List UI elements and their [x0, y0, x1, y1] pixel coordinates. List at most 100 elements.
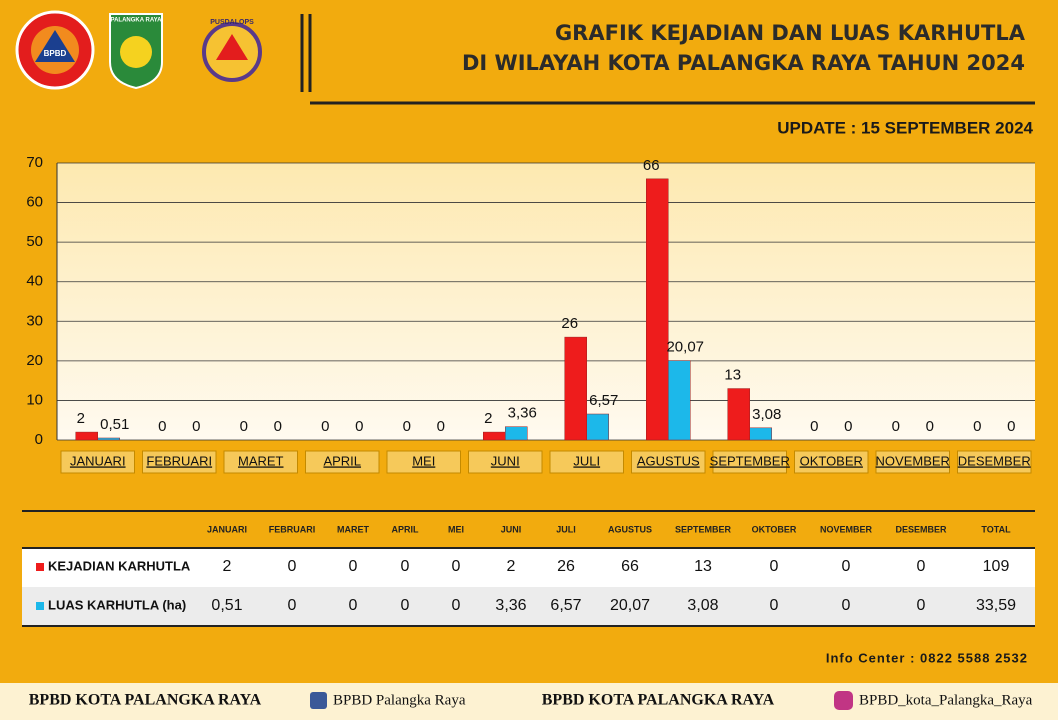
table-cell: 3,36 — [495, 597, 526, 614]
table-cell: 0 — [917, 558, 926, 575]
data-label: 0 — [810, 418, 818, 435]
instagram-icon — [834, 691, 853, 710]
data-label: 0 — [355, 418, 363, 435]
y-tick-label: 20 — [26, 352, 43, 369]
data-label: 0 — [158, 418, 166, 435]
x-tick-box — [631, 450, 706, 474]
logo-bpbd-triangle — [35, 30, 75, 62]
x-tick-label: NOVEMBER — [876, 453, 950, 468]
table-cell: 0 — [842, 558, 851, 575]
bar — [97, 437, 120, 441]
table-cell: 0 — [842, 597, 851, 614]
y-tick-label: 0 — [35, 431, 43, 448]
legend-swatch — [36, 563, 44, 571]
bar — [586, 413, 609, 441]
y-tick-label: 40 — [26, 273, 43, 290]
table-cell: 0 — [401, 558, 410, 575]
plot-area — [57, 163, 1035, 440]
x-tick-label: JUNI — [491, 453, 520, 468]
table-header: FEBRUARI — [269, 524, 316, 534]
data-label: 0 — [437, 418, 445, 435]
data-label: 0 — [1007, 418, 1015, 435]
y-tick-label: 60 — [26, 194, 43, 211]
table-cell: 0 — [401, 597, 410, 614]
data-label: 0 — [892, 418, 900, 435]
table-header: APRIL — [392, 524, 420, 534]
table-cell: 2 — [223, 558, 232, 575]
table-row — [22, 548, 1035, 587]
x-tick-label: AGUSTUS — [637, 453, 700, 468]
footer-org: BPBD KOTA PALANGKA RAYA — [542, 692, 775, 709]
x-tick-label: OKTOBER — [800, 453, 863, 468]
data-label: 3,36 — [508, 405, 537, 422]
data-label: 26 — [561, 315, 578, 332]
update-date: UPDATE : 15 SEPTEMBER 2024 — [777, 118, 1033, 137]
data-label: 0 — [240, 418, 248, 435]
table-header: DESEMBER — [895, 524, 947, 534]
logo-text: PUSDALOPS — [210, 19, 254, 26]
table-cell: 26 — [557, 558, 575, 575]
bar — [749, 427, 772, 441]
bar — [483, 431, 506, 441]
data-label: 0 — [403, 418, 411, 435]
x-tick-label: MEI — [412, 453, 435, 468]
bar — [564, 336, 587, 441]
table-cell: 0 — [770, 597, 779, 614]
data-label: 0,51 — [100, 416, 129, 433]
table-cell: 0 — [349, 597, 358, 614]
table-cell: 66 — [621, 558, 639, 575]
data-label: 66 — [643, 157, 660, 174]
y-tick-label: 50 — [26, 233, 43, 250]
logo-text: BPBD — [44, 49, 67, 58]
data-label: 2 — [484, 410, 492, 427]
table-cell: 6,57 — [550, 597, 581, 614]
table-cell: 0 — [452, 558, 461, 575]
x-tick-box — [957, 450, 1032, 474]
table-cell: 0 — [917, 597, 926, 614]
table-header: AGUSTUS — [608, 524, 652, 534]
x-tick-label: SEPTEMBER — [710, 453, 790, 468]
footer-org: BPBD KOTA PALANGKA RAYA — [29, 692, 262, 709]
x-tick-box — [875, 450, 950, 474]
x-tick-label: FEBRUARI — [146, 453, 212, 468]
table-cell: 2 — [507, 558, 516, 575]
data-label: 0 — [926, 418, 934, 435]
table-row — [22, 587, 1035, 626]
bar — [505, 426, 528, 441]
table-cell: 13 — [694, 558, 712, 575]
table-cell: 3,08 — [687, 597, 718, 614]
footer-instagram: BPBD_kota_Palangka_Raya — [859, 692, 1033, 708]
row-label: LUAS KARHUTLA (ha) — [48, 597, 186, 612]
table-cell: 0 — [452, 597, 461, 614]
table-cell: 109 — [983, 558, 1010, 575]
data-label: 3,08 — [752, 406, 781, 423]
table-header: SEPTEMBER — [675, 524, 732, 534]
table-header: NOVEMBER — [820, 524, 873, 534]
y-tick-label: 10 — [26, 391, 43, 408]
data-label: 2 — [77, 410, 85, 427]
logo-city-emblem — [120, 36, 152, 68]
table-header: JUNI — [501, 524, 522, 534]
table-cell: 20,07 — [610, 597, 650, 614]
table-header: JANUARI — [207, 524, 247, 534]
x-tick-box — [142, 450, 217, 474]
x-tick-box — [794, 450, 869, 474]
x-tick-label: JANUARI — [70, 453, 126, 468]
info-center: Info Center : 0822 5588 2532 — [826, 650, 1028, 665]
table-header: MEI — [448, 524, 464, 534]
table-header: MARET — [337, 524, 369, 534]
data-label: 0 — [973, 418, 981, 435]
y-tick-label: 30 — [26, 312, 43, 329]
title: GRAFIK KEJADIAN DAN LUAS KARHUTLA — [555, 21, 1026, 45]
table-cell: 0 — [288, 597, 297, 614]
table-cell: 0,51 — [211, 597, 242, 614]
x-tick-box — [60, 450, 135, 474]
bar — [75, 431, 98, 441]
table-cell: 33,59 — [976, 597, 1016, 614]
data-label: 13 — [724, 367, 741, 384]
x-tick-label: APRIL — [323, 453, 361, 468]
x-tick-label: DESEMBER — [958, 453, 1031, 468]
data-label: 0 — [192, 418, 200, 435]
logo-text: PALANGKA RAYA — [111, 18, 163, 24]
